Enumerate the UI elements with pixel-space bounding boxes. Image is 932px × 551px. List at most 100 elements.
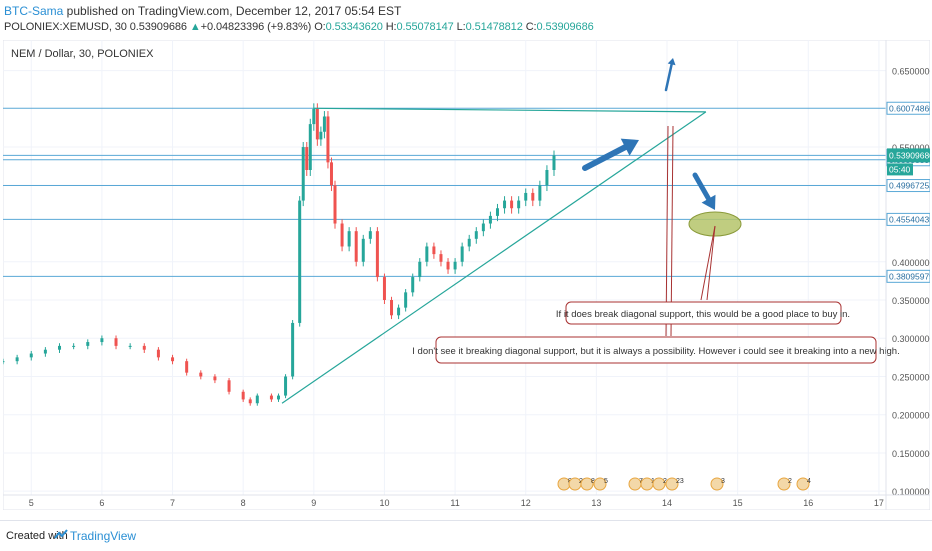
buy-zone-ellipse[interactable] — [688, 211, 742, 237]
candle — [404, 292, 408, 308]
callout-pointer-lower-2 — [670, 125, 674, 337]
created-with-text: Created with — [6, 530, 68, 542]
candle — [488, 215, 492, 224]
candle — [315, 108, 319, 140]
plot-background — [2, 39, 931, 511]
candle — [538, 185, 542, 201]
candle — [298, 200, 302, 323]
event-count: 23 — [676, 478, 684, 485]
level-label: 0.60074860 — [889, 103, 930, 113]
new-high-arrow-shaft — [664, 63, 673, 92]
open-value: 0.53343620 — [325, 21, 383, 33]
candle — [269, 395, 273, 400]
time-axis[interactable]: 5 6 7 8 9 10 11 12 13 14 15 16 17 — [3, 494, 930, 508]
bar-countdown: 05:40 — [889, 164, 911, 174]
event-count: 2 — [663, 478, 667, 485]
time-tick-label: 17 — [874, 498, 884, 508]
candle — [58, 345, 62, 350]
price-tick-label: 0.20000000 — [892, 411, 930, 421]
price-tick-label: 0.30000000 — [892, 334, 930, 344]
candle — [171, 357, 175, 362]
price-tick-label: 0.35000000 — [892, 296, 930, 306]
diagonal-support-line[interactable] — [281, 111, 707, 404]
price-tick-label: 0.55000000 — [892, 143, 930, 153]
candle — [375, 231, 379, 278]
price-chart[interactable]: If it does break diagonal support, this … — [1, 39, 932, 511]
resistance-line[interactable] — [313, 107, 706, 113]
candle — [361, 238, 365, 262]
price-tick-label: 0.65000000 — [892, 67, 930, 77]
candle — [552, 155, 556, 170]
candle — [333, 185, 337, 224]
drawings-layer: If it does break diagonal support, this … — [281, 58, 900, 404]
price-tick-label: 0.10000000 — [892, 487, 930, 497]
candle — [248, 399, 252, 404]
high-label: H: — [385, 21, 397, 33]
breakout-arrow[interactable] — [620, 138, 639, 156]
time-tick-label: 16 — [803, 498, 813, 508]
footer-bar: Created with TradingView — [0, 520, 932, 551]
candle — [15, 357, 19, 362]
dip-arrow-shaft — [692, 172, 712, 202]
candle — [114, 338, 118, 346]
candle — [453, 261, 457, 270]
candle — [481, 223, 485, 232]
event-flag-icon[interactable] — [652, 477, 666, 491]
candle — [326, 116, 330, 163]
horizontal-levels — [3, 107, 886, 277]
tradingview-brand[interactable]: TradingView — [70, 529, 137, 543]
candle — [340, 223, 344, 247]
event-flag-icon[interactable] — [710, 477, 724, 491]
high-value: 0.55078147 — [396, 21, 454, 33]
callout-pointer-upper-2 — [706, 225, 716, 301]
candle — [100, 338, 104, 343]
callout-lower-box[interactable] — [435, 336, 877, 364]
author-link[interactable]: BTC-Sama — [4, 4, 64, 18]
chart-area[interactable]: If it does break diagonal support, this … — [1, 39, 932, 511]
candle — [86, 342, 90, 346]
candle — [312, 108, 316, 125]
event-flag-icon[interactable] — [593, 477, 607, 491]
candle — [291, 322, 295, 377]
candle — [301, 147, 305, 201]
candle — [276, 395, 280, 400]
last-price-tag — [887, 148, 930, 163]
time-tick-label: 11 — [450, 498, 459, 508]
time-tick-label: 13 — [591, 498, 601, 508]
price-tick-label: 0.40000000 — [892, 258, 930, 268]
event-count: 5 — [604, 478, 608, 485]
event-flag-icon[interactable] — [580, 477, 594, 491]
candle — [329, 162, 333, 186]
candle — [156, 349, 160, 358]
breakout-arrow-shaft — [582, 144, 629, 171]
candle — [255, 395, 259, 404]
dip-arrow[interactable] — [701, 194, 716, 210]
time-tick-label: 9 — [311, 498, 316, 508]
candle — [474, 231, 478, 239]
candle — [446, 261, 450, 270]
event-flag-icon[interactable] — [796, 477, 810, 491]
event-flag-icon[interactable] — [777, 477, 791, 491]
candle — [199, 372, 203, 377]
grid-lines — [3, 40, 886, 495]
close-value: 0.53909686 — [536, 21, 594, 33]
time-tick-label: 6 — [99, 498, 104, 508]
close-label: C: — [525, 21, 537, 33]
candle — [128, 345, 132, 347]
low-label: L: — [456, 21, 466, 33]
candle — [322, 116, 326, 132]
candle — [347, 231, 351, 247]
callout-upper-box[interactable] — [565, 301, 842, 325]
candle — [510, 200, 514, 209]
price-axis[interactable]: 0.650000000.550000000.500000000.40000000… — [885, 40, 932, 510]
time-tick-label: 5 — [29, 498, 34, 508]
candle — [460, 246, 464, 262]
new-high-arrow[interactable] — [667, 58, 676, 66]
event-flag-icon[interactable] — [665, 477, 679, 491]
time-tick-label: 10 — [379, 498, 389, 508]
candle — [241, 391, 245, 400]
callout-upper-text: If it does break diagonal support, this … — [556, 309, 850, 320]
open-label: O: — [314, 21, 326, 33]
symbol-label: POLONIEX:XEMUSD, 30 — [4, 21, 127, 33]
candle — [425, 246, 429, 262]
